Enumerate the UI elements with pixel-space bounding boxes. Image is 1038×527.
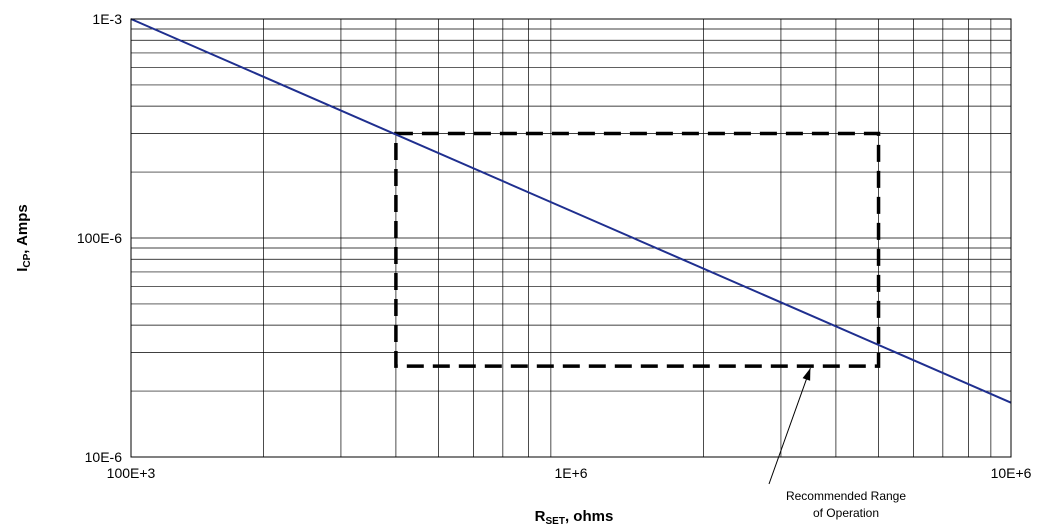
x-axis-title: RSET, ohms [535,508,614,527]
y-tick-label: 10E-6 [85,449,123,465]
annotation-line-2: of Operation [813,506,879,520]
chart-series [130,18,1012,404]
x-tick-label: 1E+6 [554,465,587,481]
annotation-arrow-line [768,367,811,485]
plot-frame [130,18,1012,458]
y-tick-label: 1E-3 [92,11,122,27]
annotation-arrowhead [802,368,811,381]
recommended-range-region [394,131,881,368]
x-tick-label: 100E+3 [107,465,156,481]
x-tick-label: 10E+6 [991,465,1032,481]
chart-grid [131,19,1011,458]
y-tick-label: 100E-6 [77,230,122,246]
annotation-line-1: Recommended Range [786,489,906,503]
y-axis-title: ICP, Amps [14,204,33,272]
annotation: Recommended Range of Operation [768,367,906,520]
x-tick-labels: 100E+3 1E+6 10E+6 [107,465,1032,481]
recommended-range-box [394,131,881,368]
series-line [130,18,1012,404]
plot-area-border [130,18,1012,458]
y-tick-labels: 1E-3 100E-6 10E-6 [77,11,122,465]
